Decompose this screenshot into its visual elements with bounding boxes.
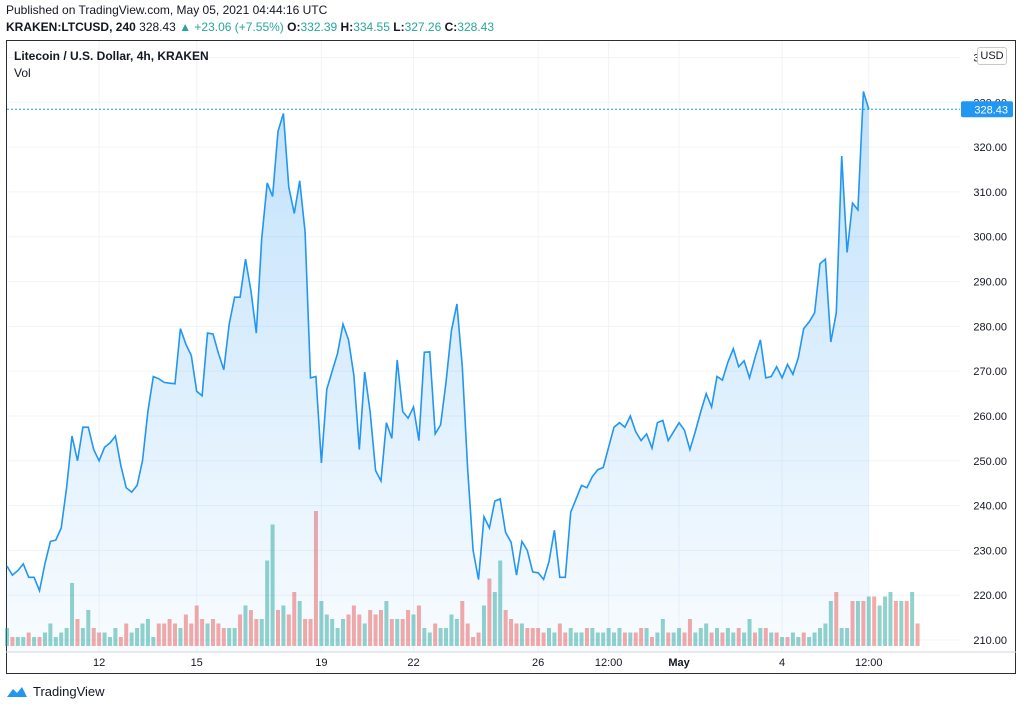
published-caption: Published on TradingView.com, May 05, 20… (6, 3, 328, 17)
high-value: 334.55 (353, 20, 390, 34)
chart-frame[interactable] (6, 40, 1016, 674)
price-tick-label: 300.00 (973, 232, 1007, 244)
low-value: 327.26 (404, 20, 442, 34)
brand-name: TradingView (33, 684, 105, 699)
close-value: 328.43 (457, 20, 494, 34)
price-tick-label: 320.00 (973, 142, 1007, 154)
price-tick-label: 310.00 (973, 187, 1007, 199)
price-tick-label: 260.00 (973, 411, 1007, 423)
price-tick-label: 210.00 (973, 635, 1007, 647)
time-tick-label: 12 (93, 657, 105, 669)
open-value: 332.39 (300, 20, 338, 34)
time-tick-label: 12:00 (855, 657, 883, 669)
price-change: ▲ +23.06 (+7.55%) (179, 20, 284, 34)
currency-button[interactable]: USD (977, 47, 1007, 65)
price-tick-label: 220.00 (973, 590, 1007, 602)
volume-bar (888, 592, 893, 646)
time-tick-label: 22 (407, 657, 419, 669)
open-label: O: (287, 20, 301, 34)
footer-brand[interactable]: TradingView (6, 684, 105, 699)
time-tick-label: 15 (191, 657, 203, 669)
volume-bar (893, 601, 898, 646)
last-price-tag-label: 328.43 (974, 104, 1008, 116)
time-tick-label: 19 (315, 657, 327, 669)
time-axis: 12 15 19 22 26 12:00 May 4 12:00 (6, 651, 1016, 669)
volume-bar (877, 605, 882, 646)
high-label: H: (340, 20, 354, 34)
chart-title: Litecoin / U.S. Dollar, 4h, KRAKEN (14, 49, 209, 63)
time-tick-label: 12:00 (595, 657, 623, 669)
close-label: C: (444, 20, 458, 34)
last-price-tag: 328.43 (961, 101, 1013, 118)
ohlc-bar: KRAKEN:LTCUSD, 240 328.43 ▲ +23.06 (+7.5… (6, 20, 494, 34)
price-tick-label: 280.00 (973, 321, 1007, 333)
volume-bar (872, 596, 877, 646)
price-tick-label: 240.00 (973, 501, 1007, 513)
time-tick-label: May (668, 657, 690, 669)
volume-label: Vol (14, 66, 31, 80)
volume-bar (883, 596, 888, 646)
price-tick-label: 290.00 (973, 277, 1007, 289)
volume-bar (910, 592, 915, 646)
volume-bar (915, 623, 920, 646)
low-label: L: (393, 20, 405, 34)
symbol-label: KRAKEN:LTCUSD, 240 (6, 20, 136, 34)
volume-bar (899, 601, 904, 646)
price-area-fill (7, 91, 869, 652)
time-tick-label: 26 (532, 657, 544, 669)
price-tick-label: 270.00 (973, 366, 1007, 378)
price-line (6, 91, 870, 594)
price-tick-label: 230.00 (973, 545, 1007, 557)
price-tick-label: 250.00 (973, 456, 1007, 468)
volume-bar (904, 601, 909, 646)
price-axis: 210.00 220.00 230.00 240.00 250.00 260.00 270.… (973, 52, 1007, 647)
time-tick-label: 4 (779, 657, 785, 669)
last-price-tag-bg (961, 101, 1013, 118)
last-price: 328.43 (139, 20, 176, 34)
tradingview-logo-icon (7, 686, 27, 697)
